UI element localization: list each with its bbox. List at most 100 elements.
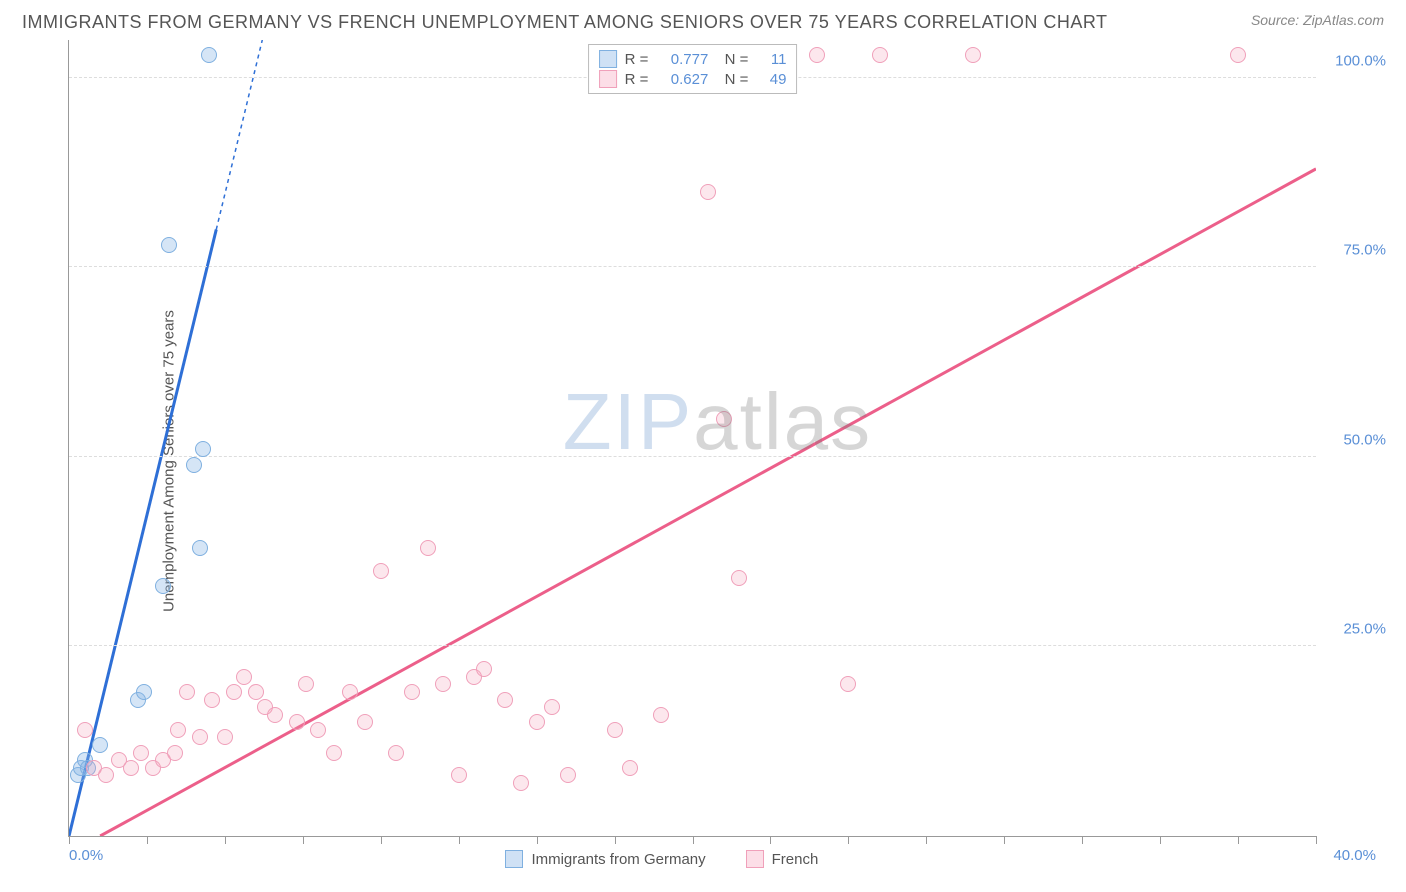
series-legend: Immigrants from Germany French [505, 850, 818, 868]
legend-n-value: 11 [756, 51, 786, 68]
data-point [123, 760, 139, 776]
x-tick [381, 836, 382, 844]
data-point [700, 184, 716, 200]
correlation-legend: R = 0.777 N = 11 R = 0.627 N = 49 [588, 44, 798, 94]
x-tick [770, 836, 771, 844]
data-point [217, 729, 233, 745]
x-tick [147, 836, 148, 844]
x-tick [926, 836, 927, 844]
swatch-blue-icon [505, 850, 523, 868]
watermark-zip: ZIP [563, 377, 693, 466]
data-point [872, 47, 888, 63]
data-point [298, 676, 314, 692]
data-point [204, 692, 220, 708]
data-point [226, 684, 242, 700]
legend-r-value: 0.627 [656, 71, 708, 88]
data-point [840, 676, 856, 692]
swatch-pink-icon [599, 70, 617, 88]
legend-item-french: French [746, 850, 819, 868]
data-point [342, 684, 358, 700]
data-point [451, 767, 467, 783]
legend-r-label: R = [625, 51, 649, 68]
data-point [136, 684, 152, 700]
legend-item-germany: Immigrants from Germany [505, 850, 705, 868]
legend-r-value: 0.777 [656, 51, 708, 68]
data-point [476, 661, 492, 677]
data-point [622, 760, 638, 776]
plot-area: ZIPatlas R = 0.777 N = 11 R = 0.627 N = … [68, 40, 1316, 837]
data-point [155, 578, 171, 594]
data-point [809, 47, 825, 63]
data-point [236, 669, 252, 685]
data-point [267, 707, 283, 723]
chart-title: IMMIGRANTS FROM GERMANY VS FRENCH UNEMPL… [22, 12, 1108, 33]
data-point [326, 745, 342, 761]
source-text: Source: ZipAtlas.com [1251, 12, 1384, 28]
grid-line [69, 456, 1316, 457]
data-point [133, 745, 149, 761]
x-tick [1238, 836, 1239, 844]
data-point [248, 684, 264, 700]
x-tick [1316, 836, 1317, 844]
x-tick [1082, 836, 1083, 844]
data-point [529, 714, 545, 730]
data-point [92, 737, 108, 753]
data-point [310, 722, 326, 738]
data-point [192, 729, 208, 745]
data-point [170, 722, 186, 738]
x-axis-max-label: 40.0% [1333, 847, 1376, 864]
grid-line [69, 645, 1316, 646]
data-point [201, 47, 217, 63]
legend-label: French [772, 851, 819, 868]
x-tick [848, 836, 849, 844]
swatch-blue-icon [599, 50, 617, 68]
x-tick [1160, 836, 1161, 844]
data-point [544, 699, 560, 715]
x-axis-min-label: 0.0% [69, 847, 103, 864]
legend-n-label: N = [716, 71, 748, 88]
data-point [731, 570, 747, 586]
y-tick-label: 50.0% [1343, 431, 1386, 448]
swatch-pink-icon [746, 850, 764, 868]
data-point [560, 767, 576, 783]
x-tick [459, 836, 460, 844]
y-tick-label: 75.0% [1343, 242, 1386, 259]
legend-n-value: 49 [756, 71, 786, 88]
legend-n-label: N = [716, 51, 748, 68]
x-tick [1004, 836, 1005, 844]
data-point [167, 745, 183, 761]
data-point [513, 775, 529, 791]
data-point [161, 237, 177, 253]
x-tick [225, 836, 226, 844]
data-point [98, 767, 114, 783]
data-point [192, 540, 208, 556]
data-point [373, 563, 389, 579]
data-point [179, 684, 195, 700]
grid-line [69, 266, 1316, 267]
x-tick [303, 836, 304, 844]
data-point [1230, 47, 1246, 63]
legend-label: Immigrants from Germany [531, 851, 705, 868]
chart-container: Unemployment Among Seniors over 75 years… [48, 40, 1396, 882]
x-tick [69, 836, 70, 844]
data-point [607, 722, 623, 738]
data-point [77, 722, 93, 738]
x-tick [537, 836, 538, 844]
trend-lines [69, 40, 1316, 836]
data-point [388, 745, 404, 761]
data-point [186, 457, 202, 473]
data-point [289, 714, 305, 730]
y-tick-label: 25.0% [1343, 621, 1386, 638]
x-tick [693, 836, 694, 844]
data-point [420, 540, 436, 556]
legend-r-label: R = [625, 71, 649, 88]
y-tick-label: 100.0% [1335, 52, 1386, 69]
x-tick [615, 836, 616, 844]
data-point [497, 692, 513, 708]
data-point [435, 676, 451, 692]
data-point [195, 441, 211, 457]
legend-row-french: R = 0.627 N = 49 [599, 69, 787, 89]
data-point [716, 411, 732, 427]
data-point [404, 684, 420, 700]
data-point [965, 47, 981, 63]
